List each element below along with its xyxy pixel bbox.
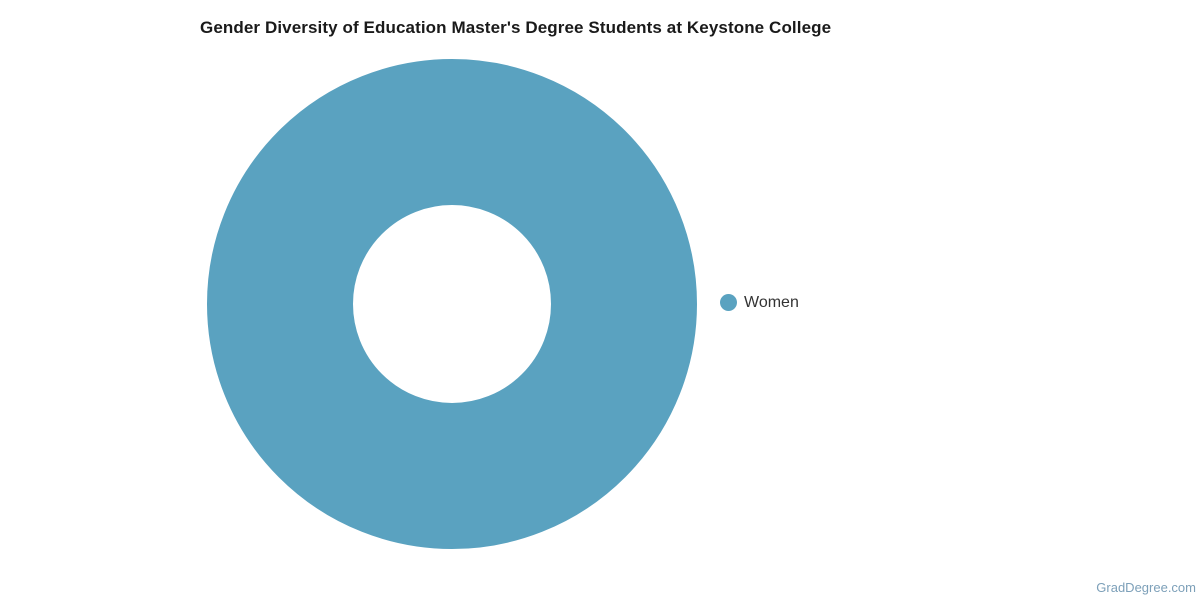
legend-marker-circle-icon <box>720 294 737 311</box>
watermark-link[interactable]: GradDegree.com <box>1096 580 1196 595</box>
donut-slice-women[interactable] <box>207 59 697 549</box>
legend-label: Women <box>744 294 799 311</box>
legend-item-women[interactable]: Women <box>720 294 799 311</box>
legend: Women <box>720 294 799 311</box>
chart-title: Gender Diversity of Education Master's D… <box>200 18 832 37</box>
